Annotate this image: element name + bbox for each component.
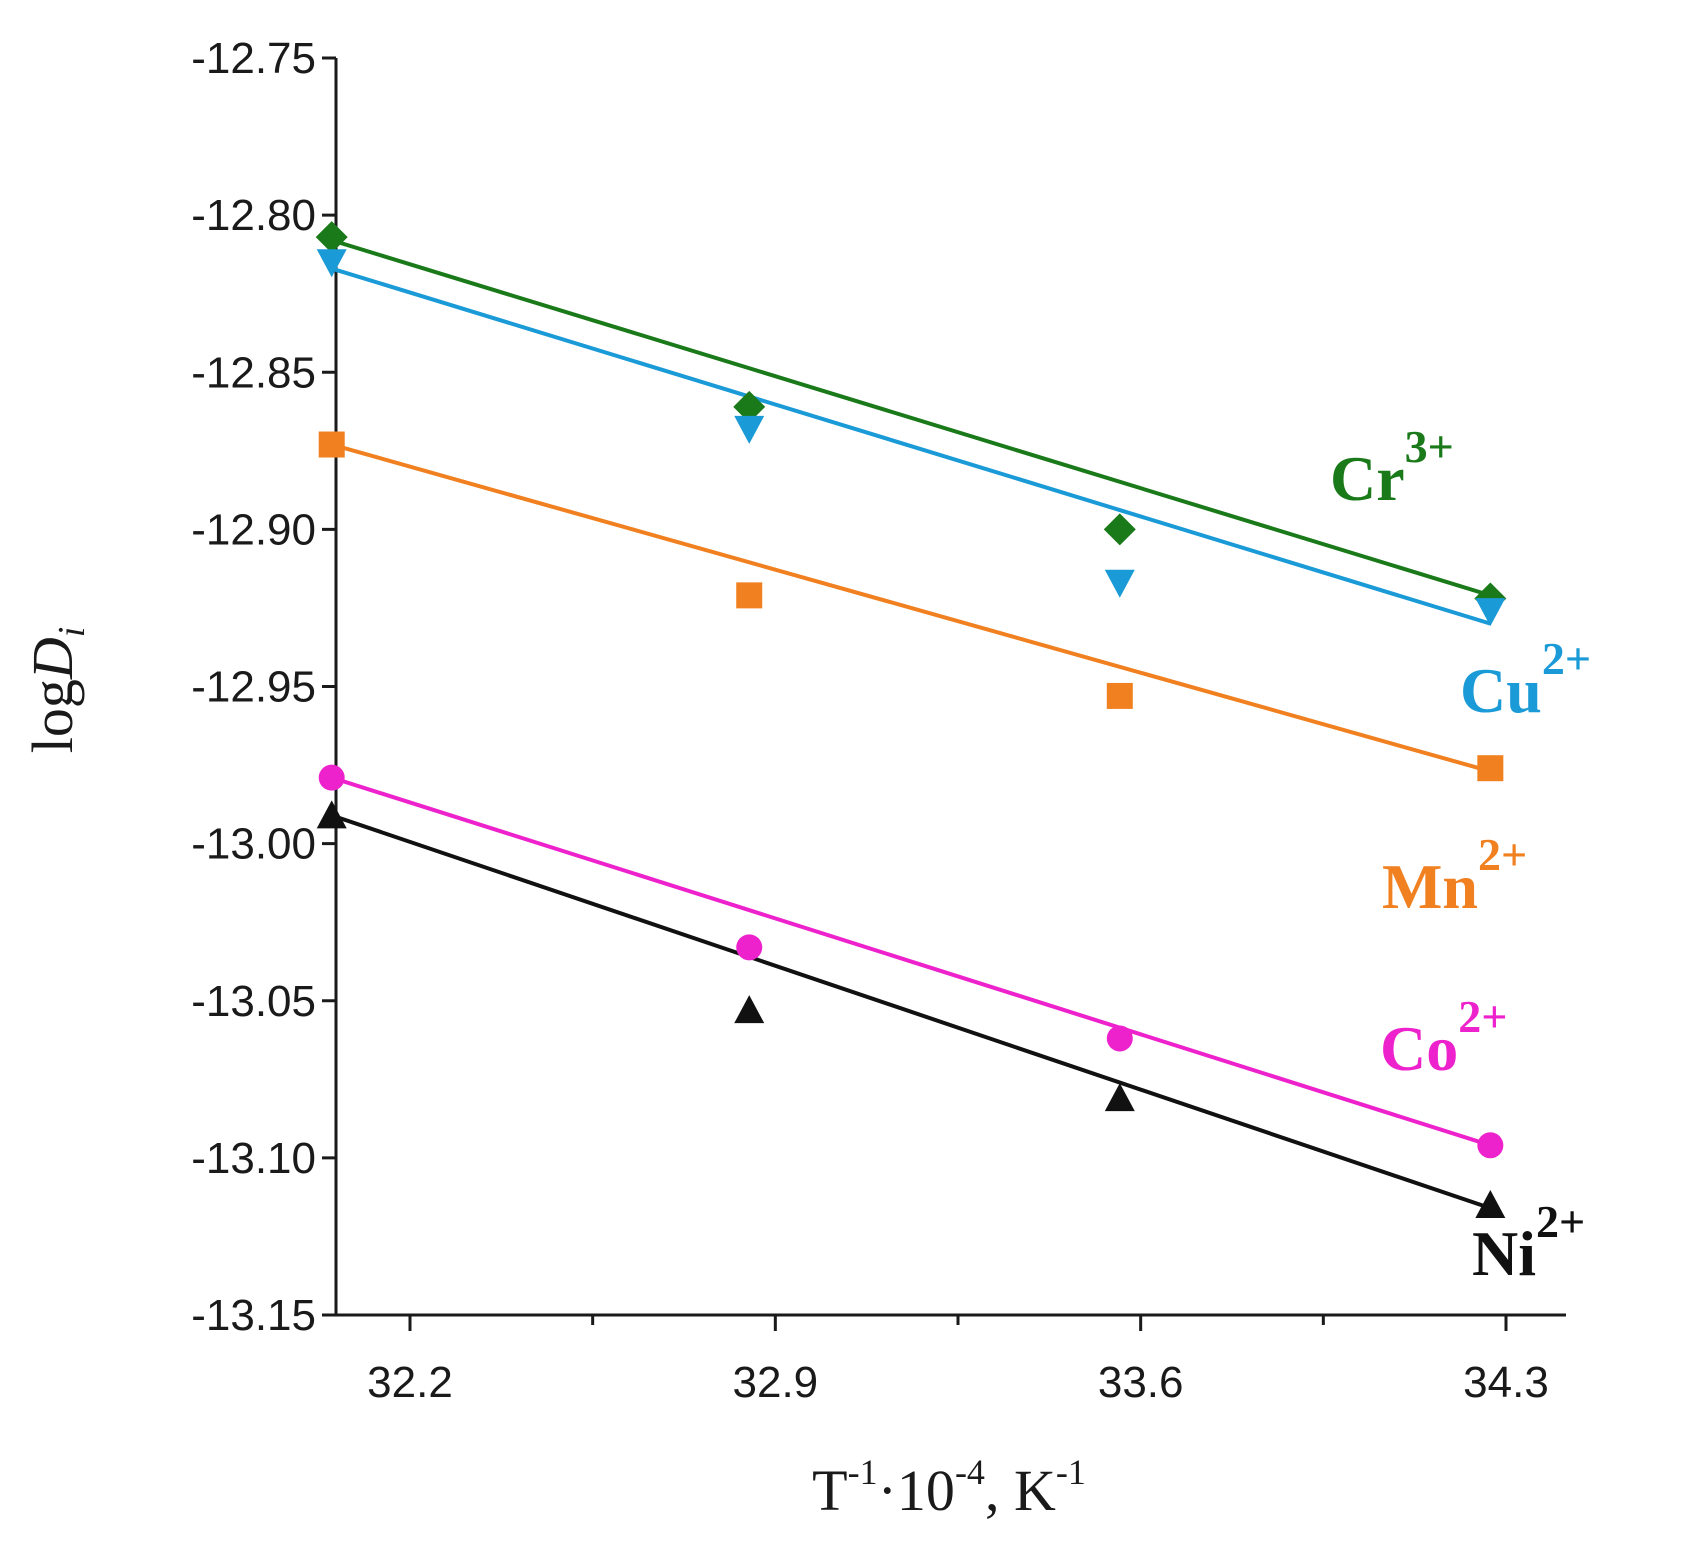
fit-line-mn xyxy=(331,442,1491,774)
y-axis-title-base: log xyxy=(20,679,85,753)
y-tick-label: -12.85 xyxy=(191,348,316,397)
data-point-ni xyxy=(1475,1190,1506,1219)
x-axis-title-unit: , K xyxy=(985,1458,1056,1523)
x-axis-title-exp1: -1 xyxy=(848,1452,878,1492)
fit-lines xyxy=(331,238,1491,1211)
series-label-cu: Cu2+ xyxy=(1460,633,1591,726)
data-point-cu xyxy=(1475,598,1506,627)
series-labels: Cr3+ Cu2+ Mn2+ Co2+ Ni2+ xyxy=(1330,421,1591,1289)
data-point-cu xyxy=(1104,569,1135,598)
y-ticks: -12.75 -12.80 -12.85 -12.90 -12.95 -13.00 -13.… xyxy=(191,34,336,1340)
y-tick-label: -12.80 xyxy=(191,191,316,240)
data-point-mn xyxy=(1106,682,1133,709)
y-tick-label: -12.75 xyxy=(191,34,316,83)
data-point-cu xyxy=(316,249,347,278)
data-point-mn xyxy=(318,431,345,458)
series-label-mn: Mn2+ xyxy=(1382,829,1527,922)
data-point-ni xyxy=(1104,1083,1135,1112)
x-ticks: 32.2 32.9 33.6 34.3 xyxy=(367,1315,1549,1407)
x-axis-title-exp2: -4 xyxy=(955,1452,985,1492)
markers xyxy=(315,221,1507,1219)
x-tick-label: 32.9 xyxy=(733,1358,819,1407)
data-point-cr xyxy=(733,390,766,423)
y-tick-label: -12.95 xyxy=(191,663,316,712)
data-point-co xyxy=(318,764,345,791)
y-axis-title: logDi xyxy=(20,627,93,754)
fit-line-cr xyxy=(331,238,1491,598)
y-axis-title-sub: i xyxy=(51,627,93,638)
data-point-cr xyxy=(1103,513,1136,546)
y-axis-title-var: D xyxy=(20,637,85,680)
data-point-ni xyxy=(316,800,347,829)
data-point-mn xyxy=(1477,755,1504,782)
x-axis-title-base: T xyxy=(812,1458,847,1523)
y-tick-label: -12.90 xyxy=(191,505,316,554)
data-point-ni xyxy=(734,995,765,1024)
data-point-co xyxy=(1106,1025,1133,1052)
series-label-cr: Cr3+ xyxy=(1330,421,1454,514)
data-point-cu xyxy=(734,415,765,444)
fit-line-co xyxy=(331,775,1491,1148)
fit-line-cu xyxy=(331,266,1491,626)
series-label-co: Co2+ xyxy=(1380,991,1507,1084)
x-tick-label: 33.6 xyxy=(1098,1358,1184,1407)
data-point-cr xyxy=(315,221,348,254)
x-tick-label: 34.3 xyxy=(1463,1358,1549,1407)
data-point-co xyxy=(736,934,763,961)
fit-line-ni xyxy=(331,813,1491,1211)
y-tick-label: -13.00 xyxy=(191,820,316,869)
x-axis-title-exp3: -1 xyxy=(1056,1452,1086,1492)
y-tick-label: -13.10 xyxy=(191,1134,316,1183)
y-tick-label: -13.15 xyxy=(191,1291,316,1340)
y-tick-label: -13.05 xyxy=(191,977,316,1026)
data-point-mn xyxy=(736,582,763,609)
x-tick-label: 32.2 xyxy=(367,1358,453,1407)
x-axis-title-mid: ·10 xyxy=(878,1458,955,1523)
data-point-co xyxy=(1477,1132,1504,1159)
series-label-ni: Ni2+ xyxy=(1472,1196,1585,1289)
x-axis-title: T-1·10-4, K-1 xyxy=(812,1452,1086,1523)
